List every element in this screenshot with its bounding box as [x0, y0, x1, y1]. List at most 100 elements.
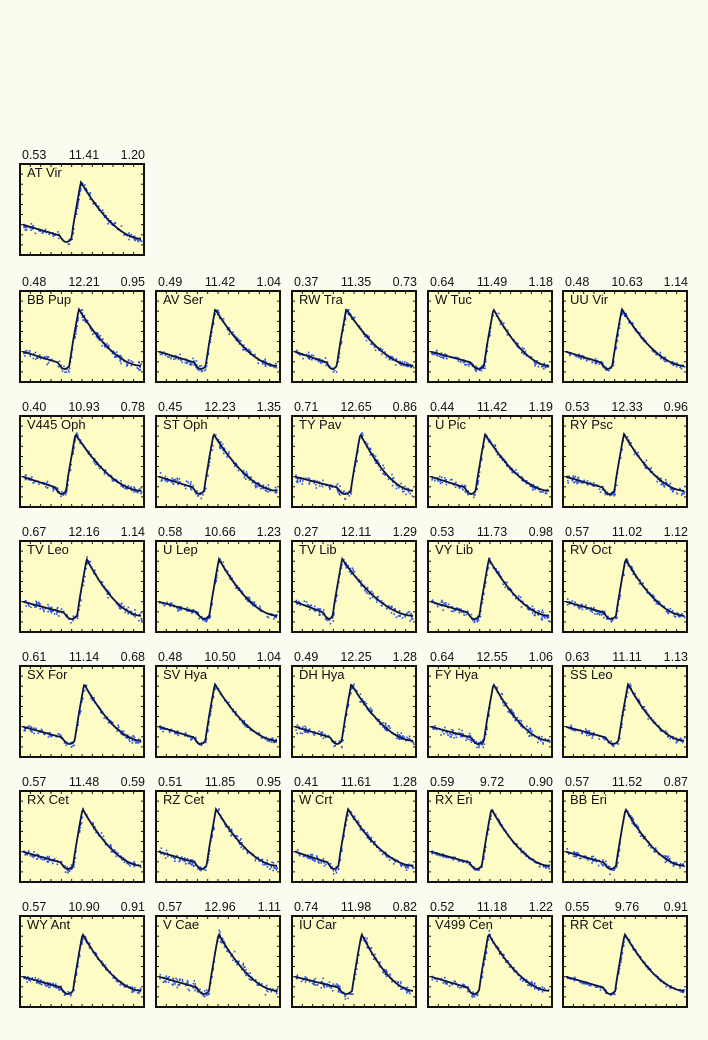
parameter-value: 12.11 — [333, 525, 379, 539]
data-point — [59, 734, 61, 736]
star-name: ST Oph — [163, 417, 208, 432]
data-point — [595, 358, 597, 360]
data-point — [455, 486, 457, 488]
data-point — [502, 694, 504, 696]
data-point — [110, 844, 112, 846]
data-point — [314, 734, 316, 736]
data-point — [539, 611, 541, 613]
data-point — [141, 241, 143, 243]
parameter-value: 0.59 — [121, 775, 145, 789]
data-point — [452, 611, 454, 613]
data-point — [185, 362, 187, 364]
data-point — [338, 493, 340, 495]
data-point — [25, 227, 27, 229]
data-point — [263, 484, 265, 486]
panel-parameters: 0.53 11.41 1.20 — [19, 148, 145, 163]
parameter-value: 1.12 — [664, 525, 688, 539]
data-point — [131, 234, 133, 236]
data-point — [385, 724, 387, 726]
data-point — [134, 609, 136, 611]
data-point — [459, 729, 461, 731]
parameter-value: 12.21 — [61, 275, 107, 289]
data-point — [409, 620, 411, 622]
data-point — [393, 613, 395, 615]
data-point — [300, 481, 302, 483]
data-point — [202, 494, 204, 496]
data-point — [407, 867, 409, 869]
data-point — [201, 498, 203, 500]
star-name: W Crt — [299, 792, 332, 807]
data-point — [332, 620, 334, 622]
data-point — [474, 622, 476, 624]
panel-parameters: 0.49 11.42 1.04 — [155, 275, 281, 290]
data-point — [543, 368, 545, 370]
parameter-value: 0.78 — [121, 400, 145, 414]
data-point — [599, 488, 601, 490]
data-point — [129, 865, 131, 867]
data-point — [474, 620, 476, 622]
data-point — [541, 366, 543, 368]
data-point — [545, 492, 547, 494]
data-point — [25, 854, 27, 856]
data-point — [246, 471, 248, 473]
data-point — [26, 854, 28, 856]
data-point — [650, 467, 652, 469]
light-curve-panel: 0.37 11.35 0.73 RW Tra — [291, 275, 417, 387]
data-point — [388, 479, 390, 481]
light-curve-panel: 0.45 12.23 1.35 ST Oph — [155, 400, 281, 512]
data-point — [309, 728, 311, 730]
star-name: AV Ser — [163, 292, 203, 307]
data-point — [391, 474, 393, 476]
plot-area: DH Hya — [291, 665, 417, 758]
data-point — [191, 612, 193, 614]
data-point — [581, 733, 583, 735]
data-point — [660, 352, 662, 354]
parameter-value: 11.14 — [61, 650, 107, 664]
data-point — [276, 367, 278, 369]
data-point — [45, 486, 47, 488]
data-point — [444, 727, 446, 729]
data-point — [437, 355, 439, 357]
data-point — [319, 608, 321, 610]
parameter-value: 0.41 — [294, 775, 318, 789]
data-point — [111, 851, 113, 853]
data-point — [65, 745, 67, 747]
light-curve-panel: 0.67 12.16 1.14 TV Leo — [19, 525, 145, 637]
data-point — [177, 734, 179, 736]
data-point — [223, 453, 225, 455]
data-point — [191, 364, 193, 366]
panel-parameters: 0.61 11.14 0.68 — [19, 650, 145, 665]
plot-area: FY Hya — [427, 665, 553, 758]
plot-area: AV Ser — [155, 290, 281, 383]
data-point — [367, 443, 369, 445]
panel-parameters: 0.44 11.42 1.19 — [427, 400, 553, 415]
data-point — [92, 822, 94, 824]
data-point — [539, 491, 541, 493]
data-point — [114, 356, 116, 358]
data-point — [138, 620, 140, 622]
data-point — [454, 610, 456, 612]
data-point — [120, 480, 122, 482]
parameter-value: 1.18 — [529, 275, 553, 289]
data-point — [33, 358, 35, 360]
data-point — [31, 476, 33, 478]
data-point — [160, 472, 162, 474]
data-point — [315, 484, 317, 486]
data-point — [376, 601, 378, 603]
data-point — [77, 208, 79, 210]
data-point — [483, 747, 485, 749]
star-name: W Tuc — [435, 292, 472, 307]
plot-area: W Tuc — [427, 290, 553, 383]
data-point — [302, 726, 304, 728]
data-point — [316, 855, 318, 857]
plot-area: V445 Oph — [19, 415, 145, 508]
panel-parameters: 0.41 11.61 1.28 — [291, 775, 417, 790]
data-point — [35, 601, 37, 603]
data-point — [134, 861, 136, 863]
data-point — [35, 359, 37, 361]
data-point — [204, 370, 206, 372]
data-point — [53, 236, 55, 238]
data-point — [242, 349, 244, 351]
light-curve-panel: 0.49 11.42 1.04 AV Ser — [155, 275, 281, 387]
